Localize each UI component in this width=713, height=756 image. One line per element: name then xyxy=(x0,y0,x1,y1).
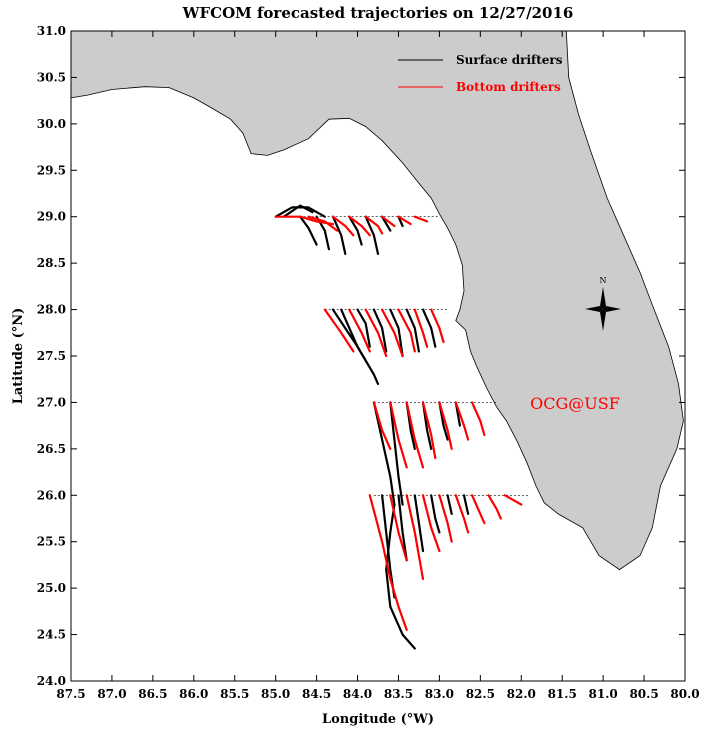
compass-rose-icon: N xyxy=(585,276,621,331)
x-tick-label: 80.0 xyxy=(670,687,699,701)
x-tick-label: 83.0 xyxy=(425,687,454,701)
y-tick-label: 30.5 xyxy=(37,70,66,84)
x-tick-label: 85.0 xyxy=(261,687,290,701)
y-tick-label: 25.5 xyxy=(37,535,66,549)
bottom-track-25 xyxy=(421,494,441,553)
surface-track-24 xyxy=(413,494,425,553)
surface-track-14 xyxy=(421,308,437,348)
bottom-track-7 xyxy=(413,215,429,223)
surface-track-26 xyxy=(446,494,453,516)
ocg-watermark: OCG@USF xyxy=(530,394,620,413)
y-axis: 24.0 24.5 25.0 25.5 26.0 26.5 27.0 27.5 28.0 28.5… xyxy=(37,24,685,688)
y-tick-label: 28.5 xyxy=(37,256,66,270)
bottom-track-29 xyxy=(487,494,502,520)
y-tick-label: 30.0 xyxy=(37,117,66,131)
surface-track-13 xyxy=(405,308,420,353)
bottom-track-1 xyxy=(307,215,339,232)
land-layer xyxy=(70,30,685,571)
trajectory-tracks xyxy=(274,204,523,650)
x-tick-label: 87.0 xyxy=(97,687,126,701)
surface-track-10 xyxy=(356,308,371,348)
x-tick-label: 84.0 xyxy=(343,687,372,701)
y-tick-label: 26.5 xyxy=(37,442,66,456)
x-tick-label: 82.0 xyxy=(507,687,536,701)
bottom-track-15 xyxy=(372,401,392,450)
bottom-track-17 xyxy=(405,401,425,469)
bottom-track-23 xyxy=(389,494,408,562)
y-tick-label: 27.0 xyxy=(37,395,66,409)
surface-track-15 xyxy=(331,308,380,385)
surface-track-27 xyxy=(462,494,470,516)
surface-track-6 xyxy=(364,215,380,255)
bottom-track-30 xyxy=(503,494,523,506)
surface-track-0 xyxy=(274,206,326,218)
bottom-track-19 xyxy=(438,401,453,450)
compass-north-label: N xyxy=(600,276,607,285)
bottom-track-8 xyxy=(323,308,355,353)
bottom-track-18 xyxy=(421,401,437,460)
legend: Surface drifters Bottom drifters xyxy=(398,53,563,94)
y-tick-label: 24.5 xyxy=(37,628,66,642)
y-tick-label: 29.5 xyxy=(37,163,66,177)
bottom-track-26 xyxy=(438,494,453,543)
bottom-track-22 xyxy=(368,494,408,632)
surface-track-17 xyxy=(389,401,404,506)
x-tick-label: 82.5 xyxy=(466,687,495,701)
bottom-track-16 xyxy=(389,401,408,469)
bottom-track-27 xyxy=(454,494,470,534)
bottom-track-24 xyxy=(405,494,425,581)
florida-landmass xyxy=(70,30,685,571)
x-tick-label: 81.5 xyxy=(548,687,577,701)
surface-track-4 xyxy=(331,215,347,255)
bottom-track-21 xyxy=(471,401,486,436)
bottom-track-4 xyxy=(364,215,384,235)
y-tick-label: 24.0 xyxy=(37,674,66,688)
y-tick-label: 25.0 xyxy=(37,581,66,595)
x-axis: 87.5 87.0 86.5 86.0 85.5 85.0 84.5 84.0 83.5 83.0… xyxy=(56,31,700,701)
x-tick-label: 81.0 xyxy=(589,687,618,701)
bottom-track-13 xyxy=(413,308,429,348)
y-axis-label: Latitude (°N) xyxy=(11,308,26,405)
legend-bottom-label: Bottom drifters xyxy=(456,80,561,94)
x-tick-label: 85.5 xyxy=(220,687,249,701)
bottom-track-3 xyxy=(348,215,371,237)
x-tick-label: 87.5 xyxy=(56,687,85,701)
bottom-track-5 xyxy=(381,215,396,228)
x-tick-label: 84.5 xyxy=(302,687,331,701)
legend-surface-label: Surface drifters xyxy=(456,53,563,67)
x-tick-label: 86.0 xyxy=(179,687,208,701)
release-lines xyxy=(275,216,530,496)
x-tick-label: 83.5 xyxy=(384,687,413,701)
x-tick-label: 86.5 xyxy=(138,687,167,701)
x-axis-label: Longitude (°W) xyxy=(322,712,434,727)
y-tick-label: 27.5 xyxy=(37,349,66,363)
y-tick-label: 29.0 xyxy=(37,210,66,224)
bottom-track-28 xyxy=(471,494,486,525)
bottom-track-9 xyxy=(348,308,371,353)
bottom-track-14 xyxy=(430,308,445,344)
surface-track-16 xyxy=(372,401,416,650)
surface-track-2 xyxy=(299,215,318,246)
bottom-track-20 xyxy=(454,401,470,441)
bottom-track-6 xyxy=(397,215,412,226)
bottom-track-10 xyxy=(364,308,388,358)
surface-track-1 xyxy=(282,204,314,218)
y-tick-label: 31.0 xyxy=(37,24,66,38)
chart-title: WFCOM forecasted trajectories on 12/27/2… xyxy=(182,4,574,22)
surface-track-5 xyxy=(348,215,363,246)
surface-track-12 xyxy=(389,308,404,358)
y-tick-label: 26.0 xyxy=(37,488,66,502)
y-tick-label: 28.0 xyxy=(37,303,66,317)
x-tick-label: 80.5 xyxy=(629,687,658,701)
surface-track-25 xyxy=(430,494,441,534)
surface-track-11 xyxy=(372,308,388,353)
bottom-track-11 xyxy=(381,308,404,358)
surface-track-23 xyxy=(397,494,408,562)
bottom-track-2 xyxy=(331,215,355,237)
bottom-track-12 xyxy=(397,308,416,353)
